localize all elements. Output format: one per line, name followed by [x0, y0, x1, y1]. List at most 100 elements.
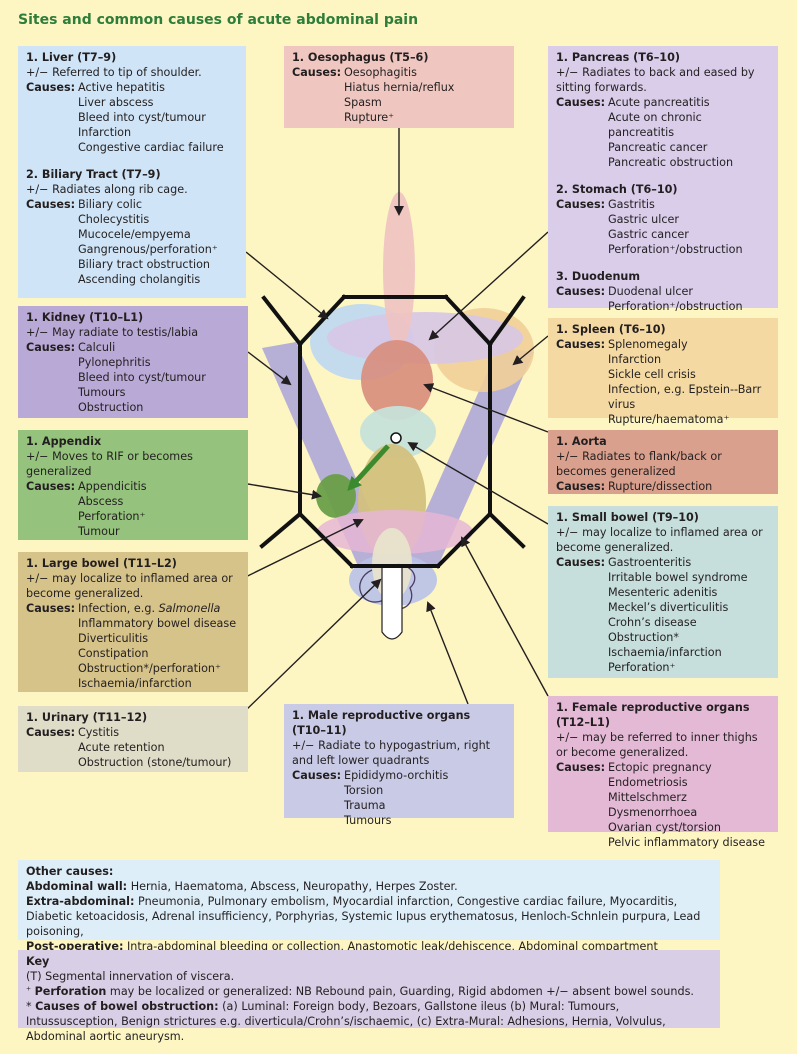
cause-item: Perforation⁺	[608, 661, 676, 674]
page-title: Sites and common causes of acute abdomin…	[18, 12, 419, 28]
cause-item: Oesophagitis	[344, 66, 417, 79]
arrow-aorta	[423, 383, 549, 433]
cause-item: Irritable bowel syndrome	[608, 571, 748, 584]
cause-item: Ascending cholangitis	[78, 273, 201, 286]
oesophagus-region	[383, 192, 415, 348]
large-bowel-note: +/− may localize to inflamed area or bec…	[26, 572, 233, 600]
kidney-causes: Causes: Calculi Pylonephritis Bleed into…	[26, 340, 240, 415]
arrow-biliary	[245, 251, 329, 320]
appendix-region	[316, 474, 356, 518]
cause-item: Infarction	[78, 126, 132, 139]
cause-item: Ischaemia/infarction	[78, 677, 192, 690]
urinary-causes: Causes: Cystitis Acute retention Obstruc…	[26, 725, 240, 770]
left-ureter-band	[404, 348, 534, 566]
cause-item: Meckel’s diverticulitis	[608, 601, 729, 614]
appendix-migration-arrow	[347, 444, 390, 491]
oesophagus-heading: 1. Oesophagus (T5–6)	[292, 51, 429, 64]
cause-item: Mucocele/empyema	[78, 228, 191, 241]
pancreas-heading: 1. Pancreas (T6–10)	[556, 51, 680, 64]
cause-item: Hiatus hernia/reflux	[344, 81, 455, 94]
cause-item: Bleed into cyst/tumour	[78, 371, 206, 384]
other-heading: Other causes:	[26, 865, 114, 878]
pancreas-stomach-box: 1. Pancreas (T6–10) +/− Radiates to back…	[548, 46, 778, 313]
arrow-stomach	[428, 231, 549, 341]
cause-item: Rupture/haematoma⁺	[608, 413, 730, 426]
cause-item: Calculi	[78, 341, 116, 354]
aorta-causes: Causes: Rupture/dissection	[556, 479, 770, 494]
arrow-spleen	[512, 335, 549, 366]
arrow-small-bowel	[407, 441, 549, 525]
cause-item: Infection, e.g. Salmonella	[78, 602, 221, 615]
cause-item: Rupture⁺	[344, 111, 395, 124]
cause-item: Gangrenous/perforation⁺	[78, 243, 218, 256]
cause-item: Tumour	[78, 525, 120, 538]
appendix-box: 1. Appendix +/− Moves to RIF or becomes …	[18, 430, 248, 540]
key-perforation-line: + Perforation may be localized or genera…	[26, 985, 694, 998]
cause-item: Endometriosis	[608, 776, 688, 789]
cause-item: Obstruction	[78, 401, 144, 414]
extra-abdominal-line: Extra-abdominal: Pneumonia, Pulmonary em…	[26, 895, 701, 938]
biliary-heading: 2. Biliary Tract (T7–9)	[26, 168, 161, 181]
cause-item: Obstruction*/perforation⁺	[78, 662, 221, 675]
kidney-note: +/− May radiate to testis/labia	[26, 326, 199, 339]
cause-item: Epididymo-orchitis	[344, 769, 449, 782]
cause-item: Sickle cell crisis	[608, 368, 696, 381]
spleen-causes: Causes: Splenomegaly Infarction Sickle c…	[556, 337, 770, 427]
cause-item: Pancreatic cancer	[608, 141, 708, 154]
cause-item: Perforation⁺	[78, 510, 146, 523]
cause-item: Congestive cardiac failure	[78, 141, 224, 154]
appendix-causes: Causes: Appendicitis Abscess Perforation…	[26, 479, 240, 539]
cause-item: Acute retention	[78, 741, 165, 754]
stomach-causes: Causes: Gastritis Gastric ulcer Gastric …	[556, 197, 770, 257]
penis-outline	[381, 566, 403, 640]
cause-item: Mesenteric adenitis	[608, 586, 718, 599]
aorta-region	[361, 340, 433, 420]
female-note: +/− may be referred to inner thighs or b…	[556, 731, 758, 759]
female-reproductive-box: 1. Female reproductive organs (T12–L1) +…	[548, 696, 778, 849]
spleen-heading: 1. Spleen (T6–10)	[556, 323, 666, 336]
cause-item: Gastric cancer	[608, 228, 689, 241]
kidney-heading: 1. Kidney (T10–L1)	[26, 311, 144, 324]
male-reproductive-box: 1. Male reproductive organs (T10–11) +/−…	[284, 704, 514, 827]
cause-item: Dysmenorrhoea	[608, 806, 698, 819]
cause-item: Abscess	[78, 495, 124, 508]
arrow-appendix	[247, 483, 322, 500]
biliary-note: +/− Radiates along rib cage.	[26, 183, 188, 196]
liver-causes: Causes: Active hepatitis Liver abscess B…	[26, 80, 238, 155]
kidney-box: 1. Kidney (T10–L1) +/− May radiate to te…	[18, 306, 248, 418]
cause-item: Infection, e.g. Epstein--Barr virus	[608, 383, 762, 411]
cause-item: Infarction	[608, 353, 662, 366]
cause-item: Tumours	[344, 814, 392, 827]
cause-item: Perforation⁺/obstruction	[608, 243, 743, 256]
pancreas-causes: Causes: Acute pancreatitis Acute on chro…	[556, 95, 770, 170]
female-causes: Causes: Ectopic pregnancy Endometriosis …	[556, 760, 770, 850]
cause-item: Pancreatic obstruction	[608, 156, 734, 169]
cause-item: Biliary colic	[78, 198, 142, 211]
large-bowel-box: 1. Large bowel (T11–L2) +/− may localize…	[18, 552, 248, 692]
liver-heading: 1. Liver (T7–9)	[26, 51, 117, 64]
cause-item: Splenomegaly	[608, 338, 688, 351]
aorta-box: 1. Aorta +/− Radiates to flank/back or b…	[548, 430, 778, 494]
arrow-kidney	[247, 351, 292, 386]
cause-item: Ectopic pregnancy	[608, 761, 712, 774]
cause-item: Acute on chronic pancreatitis	[608, 111, 702, 139]
cause-item: Cystitis	[78, 726, 120, 739]
male-note: +/− Radiate to hypogastrium, right and l…	[292, 739, 491, 767]
cause-item: Rupture/dissection	[608, 480, 713, 493]
female-heading: 1. Female reproductive organs (T12–L1)	[556, 701, 750, 729]
stomach-heading: 2. Stomach (T6–10)	[556, 183, 678, 196]
liver-note: +/− Referred to tip of shoulder.	[26, 66, 202, 79]
spleen-box: 1. Spleen (T6–10) Causes: Splenomegaly I…	[548, 318, 778, 426]
oesophagus-causes: Causes: Oesophagitis Hiatus hernia/reflu…	[292, 65, 506, 125]
large-bowel-causes: Causes: Infection, e.g. Salmonella Infla…	[26, 601, 240, 691]
arrow-male	[426, 601, 469, 705]
small-bowel-causes: Causes: Gastroenteritis Irritable bowel …	[556, 555, 770, 675]
small-bowel-heading: 1. Small bowel (T9–10)	[556, 511, 699, 524]
appendix-note: +/− Moves to RIF or becomes generalized	[26, 450, 193, 478]
male-causes: Causes: Epididymo-orchitis Torsion Traum…	[292, 768, 506, 828]
cause-item: Acute pancreatitis	[608, 96, 710, 109]
cause-item: Inflammatory bowel disease	[78, 617, 237, 630]
cause-item: Perforation⁺/obstruction	[608, 300, 743, 313]
key-box: Key (T) Segmental innervation of viscera…	[18, 950, 720, 1043]
